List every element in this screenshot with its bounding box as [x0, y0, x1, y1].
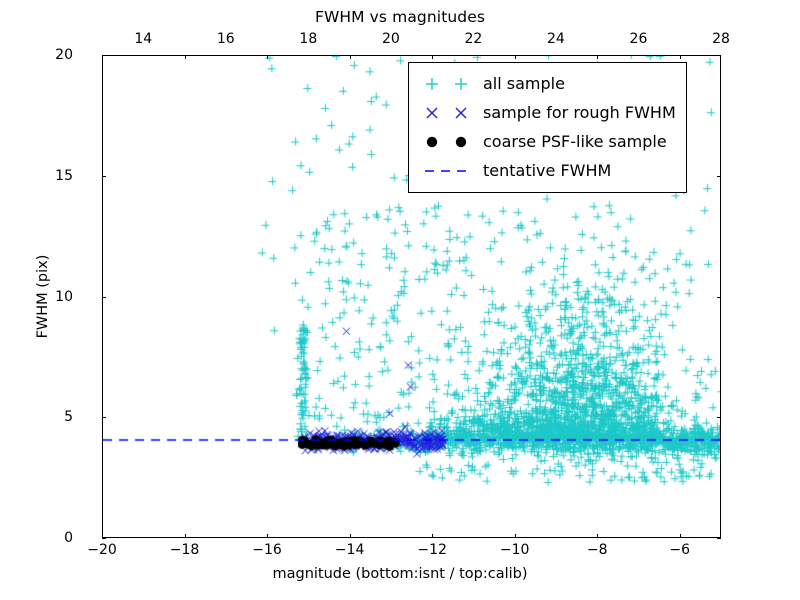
- y-axis-label: FWHM (pix): [35, 254, 51, 339]
- x-tick-mark-bottom: [597, 534, 599, 538]
- legend-item: coarse PSF-like sample: [417, 127, 676, 156]
- x-tick-label-bottom: −16: [252, 542, 282, 558]
- y-tick-mark-left: [102, 175, 106, 177]
- x-tick-label-top: 16: [216, 31, 235, 47]
- dashed-line-icon: [417, 160, 479, 182]
- legend-item-label: tentative FWHM: [483, 161, 612, 180]
- x-tick-label-bottom: −12: [417, 542, 447, 558]
- x-tick-mark-bottom: [267, 534, 269, 538]
- x-tick-label-top: 22: [464, 31, 483, 47]
- legend-item-label: all sample: [483, 74, 565, 93]
- x-tick-mark-bottom: [514, 534, 516, 538]
- y-tick-label: 15: [55, 167, 73, 184]
- x-axis-label: magnitude (bottom:isnt / top:calib): [272, 566, 528, 582]
- y-tick-mark-right: [717, 538, 721, 539]
- x-tick-label-bottom: −14: [334, 542, 365, 558]
- y-tick-mark-left: [102, 538, 106, 539]
- x-tick-label-top: 28: [712, 31, 730, 47]
- legend-item: sample for rough FWHM: [417, 98, 676, 127]
- x-tick-label-bottom: −20: [87, 542, 117, 558]
- y-tick-label: 10: [55, 288, 73, 305]
- x-tick-label-bottom: −8: [586, 542, 608, 558]
- x-tick-mark-bottom: [102, 534, 103, 538]
- y-tick-mark-left: [102, 296, 106, 298]
- y-tick-mark-left: [102, 417, 106, 419]
- legend-item: all sample: [417, 69, 676, 98]
- x-tick-mark-top: [679, 55, 681, 59]
- x-tick-mark-bottom: [432, 534, 434, 538]
- x-tick-mark-top: [597, 55, 599, 59]
- plus-icon: [417, 73, 479, 95]
- y-tick-label: 0: [64, 530, 73, 546]
- x-tick-label-top: 26: [629, 31, 648, 47]
- filled-circle-icon: [417, 131, 479, 153]
- x-tick-label-top: 14: [134, 31, 153, 47]
- cross-icon: [417, 102, 479, 124]
- legend-item-label: coarse PSF-like sample: [483, 132, 667, 151]
- x-tick-mark-top: [102, 55, 103, 59]
- y-tick-mark-right: [717, 175, 721, 177]
- y-tick-mark-left: [102, 55, 106, 56]
- x-tick-mark-top: [184, 55, 186, 59]
- x-tick-mark-bottom: [184, 534, 186, 538]
- y-tick-mark-right: [717, 417, 721, 419]
- legend-item-label: sample for rough FWHM: [483, 103, 676, 122]
- x-tick-label-top: 20: [381, 31, 400, 47]
- x-tick-label-top: 24: [547, 31, 565, 47]
- x-tick-mark-top: [514, 55, 516, 59]
- y-tick-label: 20: [55, 47, 73, 63]
- x-tick-mark-bottom: [349, 534, 351, 538]
- y-tick-mark-right: [717, 296, 721, 298]
- x-tick-label-bottom: −18: [169, 542, 200, 558]
- page-title: FWHM vs magnitudes: [314, 8, 486, 26]
- y-tick-label: 5: [64, 409, 73, 426]
- x-tick-mark-top: [432, 55, 434, 59]
- legend-item: tentative FWHM: [417, 156, 676, 185]
- legend-box: all sample sample for rough FWHM coarse P…: [408, 62, 687, 193]
- y-tick-mark-right: [717, 55, 721, 56]
- x-tick-label-bottom: −10: [499, 542, 530, 558]
- x-tick-mark-top: [267, 55, 269, 59]
- x-tick-mark-top: [349, 55, 351, 59]
- x-tick-label-bottom: −6: [669, 542, 691, 558]
- x-tick-label-top: 18: [299, 31, 318, 47]
- x-tick-mark-bottom: [679, 534, 681, 538]
